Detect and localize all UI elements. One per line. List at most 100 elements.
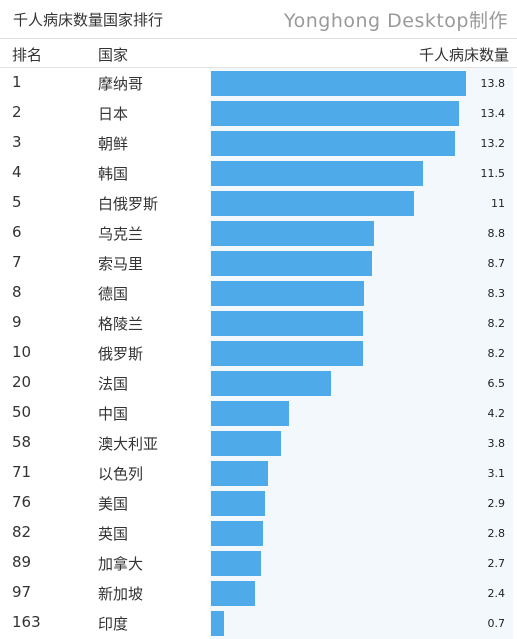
bar[interactable] [211,101,459,126]
title-bar: 千人病床数量国家排行 Yonghong Desktop制作 [0,0,517,38]
rank-label: 4 [12,163,22,181]
value-label: 2.8 [487,527,506,540]
bar[interactable] [211,341,363,366]
country-label: 德国 [98,285,129,303]
value-label: 13.2 [480,137,506,150]
rank-label: 5 [12,193,22,211]
country-label: 日本 [98,105,129,123]
table-row[interactable]: 1 摩纳哥 13.8 [0,68,517,98]
rank-label: 82 [12,523,32,541]
bar[interactable] [211,611,224,636]
rank-label: 71 [12,463,32,481]
value-label: 8.2 [487,347,506,360]
table-row[interactable]: 9 格陵兰 8.2 [0,308,517,338]
table-row[interactable]: 10 俄罗斯 8.2 [0,338,517,368]
bar[interactable] [211,191,414,216]
bar[interactable] [211,131,455,156]
value-label: 8.2 [487,317,506,330]
country-label: 英国 [98,525,129,543]
bar[interactable] [211,521,263,546]
bar-chart-area: 1 摩纳哥 13.8 2 日本 13.4 3 朝鲜 13.2 4 韩国 11.5 5 白俄罗斯 11 6 乌克兰… [0,68,517,639]
rank-label: 9 [12,313,22,331]
country-label: 格陵兰 [98,315,144,333]
bar[interactable] [211,371,331,396]
table-row[interactable]: 89 加拿大 2.7 [0,548,517,578]
value-label: 2.4 [487,587,506,600]
country-label: 俄罗斯 [98,345,144,363]
country-label: 索马里 [98,255,144,273]
column-header-country[interactable]: 国家 [98,46,129,64]
country-label: 朝鲜 [98,135,129,153]
country-label: 美国 [98,495,129,513]
bar[interactable] [211,401,289,426]
table-row[interactable]: 20 法国 6.5 [0,368,517,398]
country-label: 印度 [98,615,129,633]
brand-watermark: Yonghong Desktop制作 [284,10,508,32]
country-label: 摩纳哥 [98,75,144,93]
rank-label: 2 [12,103,22,121]
country-label: 以色列 [98,465,144,483]
rank-label: 6 [12,223,22,241]
country-label: 加拿大 [98,555,144,573]
bar[interactable] [211,431,281,456]
column-header-rank[interactable]: 排名 [12,46,43,64]
value-label: 4.2 [487,407,506,420]
country-label: 韩国 [98,165,129,183]
rank-label: 1 [12,73,22,91]
value-label: 8.8 [487,227,506,240]
rank-label: 58 [12,433,32,451]
table-row[interactable]: 7 索马里 8.7 [0,248,517,278]
bar[interactable] [211,221,374,246]
country-label: 乌克兰 [98,225,144,243]
bar[interactable] [211,311,363,336]
value-label: 3.8 [487,437,506,450]
table-row[interactable]: 4 韩国 11.5 [0,158,517,188]
table-row[interactable]: 163 印度 0.7 [0,608,517,638]
value-label: 11.5 [480,167,506,180]
bar[interactable] [211,551,261,576]
rank-label: 163 [12,613,41,631]
rank-label: 97 [12,583,32,601]
table-row[interactable]: 76 美国 2.9 [0,488,517,518]
table-row[interactable]: 5 白俄罗斯 11 [0,188,517,218]
table-row[interactable]: 3 朝鲜 13.2 [0,128,517,158]
table-row[interactable]: 82 英国 2.8 [0,518,517,548]
bar[interactable] [211,581,255,606]
value-label: 8.3 [487,287,506,300]
value-label: 6.5 [487,377,506,390]
bar[interactable] [211,281,364,306]
chart-title: 千人病床数量国家排行 [13,11,164,29]
bar[interactable] [211,71,466,96]
table-row[interactable]: 6 乌克兰 8.8 [0,218,517,248]
value-label: 8.7 [487,257,506,270]
value-label: 11 [491,197,505,210]
value-label: 13.4 [480,107,506,120]
rank-label: 50 [12,403,32,421]
rank-label: 76 [12,493,32,511]
value-label: 2.7 [487,557,506,570]
bar[interactable] [211,161,423,186]
country-label: 澳大利亚 [98,435,159,453]
column-header-measure[interactable]: 千人病床数量 [418,46,509,64]
table-row[interactable]: 97 新加坡 2.4 [0,578,517,608]
value-label: 2.9 [487,497,506,510]
bar[interactable] [211,251,372,276]
country-label: 白俄罗斯 [98,195,159,213]
rank-label: 20 [12,373,32,391]
rank-label: 89 [12,553,32,571]
table-row[interactable]: 8 德国 8.3 [0,278,517,308]
rank-label: 8 [12,283,22,301]
country-label: 法国 [98,375,129,393]
column-header-row: 排名 国家 千人病床数量 [0,38,517,68]
rank-label: 7 [12,253,22,271]
bar[interactable] [211,491,265,516]
value-label: 13.8 [480,77,506,90]
country-label: 新加坡 [98,585,144,603]
bar[interactable] [211,461,268,486]
value-label: 3.1 [487,467,506,480]
table-row[interactable]: 50 中国 4.2 [0,398,517,428]
value-label: 0.7 [487,617,506,630]
table-row[interactable]: 2 日本 13.4 [0,98,517,128]
table-row[interactable]: 71 以色列 3.1 [0,458,517,488]
table-row[interactable]: 58 澳大利亚 3.8 [0,428,517,458]
